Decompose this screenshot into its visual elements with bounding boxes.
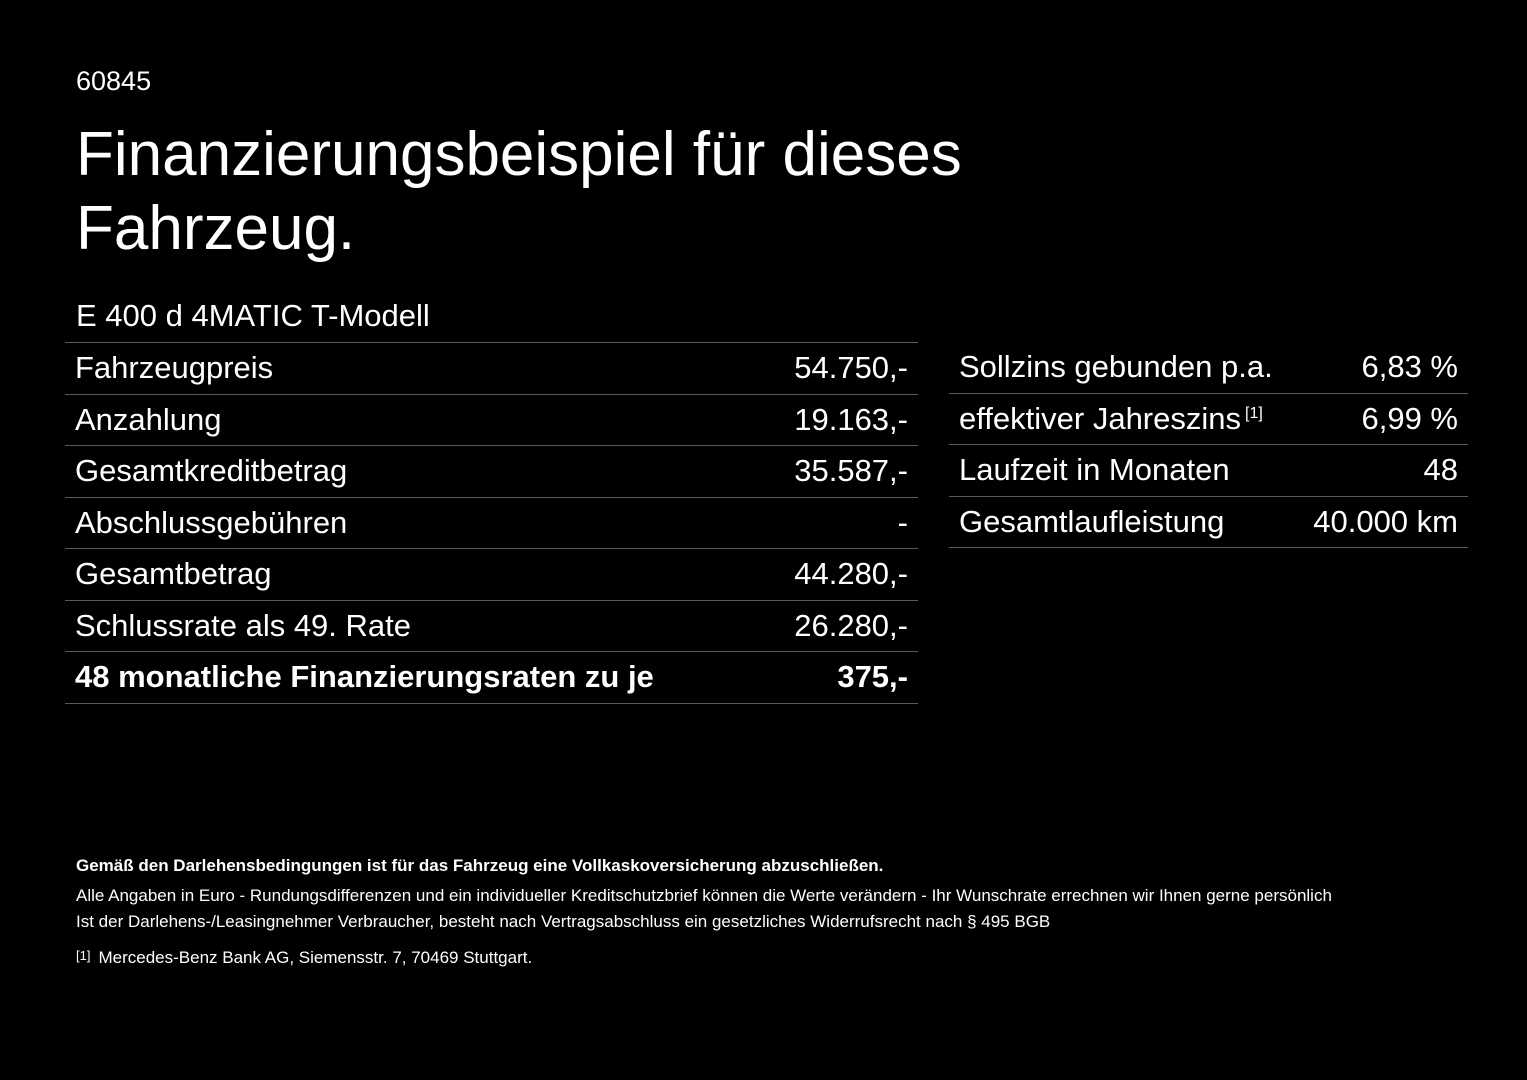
- table-row: Gesamtbetrag 44.280,-: [65, 548, 918, 601]
- footnote-text: Mercedes-Benz Bank AG, Siemensstr. 7, 70…: [98, 948, 533, 967]
- insurance-note: Gemäß den Darlehensbedingungen ist für d…: [76, 856, 884, 875]
- row-label: Sollzins gebunden p.a.: [949, 342, 1297, 394]
- table-row: Anzahlung 19.163,-: [65, 394, 918, 446]
- row-label: Abschlussgebühren: [65, 497, 763, 549]
- row-value: 54.750,-: [762, 342, 918, 395]
- table-row: Gesamtlaufleistung 40.000 km: [949, 496, 1468, 548]
- table-row: Laufzeit in Monaten 48: [949, 444, 1468, 497]
- row-value: 19.163,-: [762, 394, 918, 446]
- table-row: Schlussrate als 49. Rate 26.280,-: [65, 600, 918, 652]
- row-value: 35.587,-: [762, 445, 918, 498]
- row-label: 48 monatliche Finanzierungsraten zu je: [65, 651, 763, 704]
- row-value: 26.280,-: [762, 600, 918, 652]
- row-value: 6,99 %: [1296, 393, 1468, 445]
- interest-table: Sollzins gebunden p.a. 6,83 % effektiver …: [949, 342, 1468, 548]
- row-value: 40.000 km: [1296, 496, 1468, 548]
- row-label: Gesamtbetrag: [65, 548, 763, 601]
- model-name: E 400 d 4MATIC T-Modell: [76, 298, 430, 333]
- footnote-ref: [1]: [1245, 404, 1263, 422]
- legal-notes: Gemäß den Darlehensbedingungen ist für d…: [76, 853, 1332, 971]
- row-value: -: [762, 497, 918, 549]
- row-value: 48: [1296, 444, 1468, 497]
- table-row: Fahrzeugpreis 54.750,-: [65, 342, 918, 395]
- row-value: 6,83 %: [1296, 342, 1468, 394]
- row-value: 44.280,-: [762, 548, 918, 601]
- row-label: Schlussrate als 49. Rate: [65, 600, 763, 652]
- table-row: effektiver Jahreszins [1] 6,99 %: [949, 393, 1468, 445]
- footnote: [1] Mercedes-Benz Bank AG, Siemensstr. 7,…: [76, 943, 1332, 971]
- row-label: Fahrzeugpreis: [65, 342, 763, 395]
- note-line: Alle Angaben in Euro - Rundungsdifferenz…: [76, 886, 1332, 905]
- table-row: Sollzins gebunden p.a. 6,83 %: [949, 342, 1468, 394]
- footnote-marker: [1]: [76, 948, 91, 963]
- row-label: Laufzeit in Monaten: [949, 444, 1297, 497]
- row-label: Anzahlung: [65, 394, 763, 446]
- row-label: effektiver Jahreszins: [959, 400, 1241, 436]
- table-row: Abschlussgebühren -: [65, 497, 918, 549]
- financing-table: Fahrzeugpreis 54.750,- Anzahlung 19.163,- …: [65, 342, 918, 704]
- row-label-cell: effektiver Jahreszins [1]: [949, 393, 1297, 445]
- vehicle-code: 60845: [76, 66, 152, 96]
- monthly-rate-row: 48 monatliche Finanzierungsraten zu je 37…: [65, 651, 918, 704]
- note-line: Ist der Darlehens-/Leasingnehmer Verbrau…: [76, 912, 1051, 931]
- page-title: Finanzierungsbeispiel für dieses Fahrzeu…: [76, 120, 962, 263]
- row-label: Gesamtkreditbetrag: [65, 445, 763, 498]
- row-label: Gesamtlaufleistung: [949, 496, 1297, 548]
- row-value: 375,-: [762, 651, 918, 704]
- table-row: Gesamtkreditbetrag 35.587,-: [65, 445, 918, 498]
